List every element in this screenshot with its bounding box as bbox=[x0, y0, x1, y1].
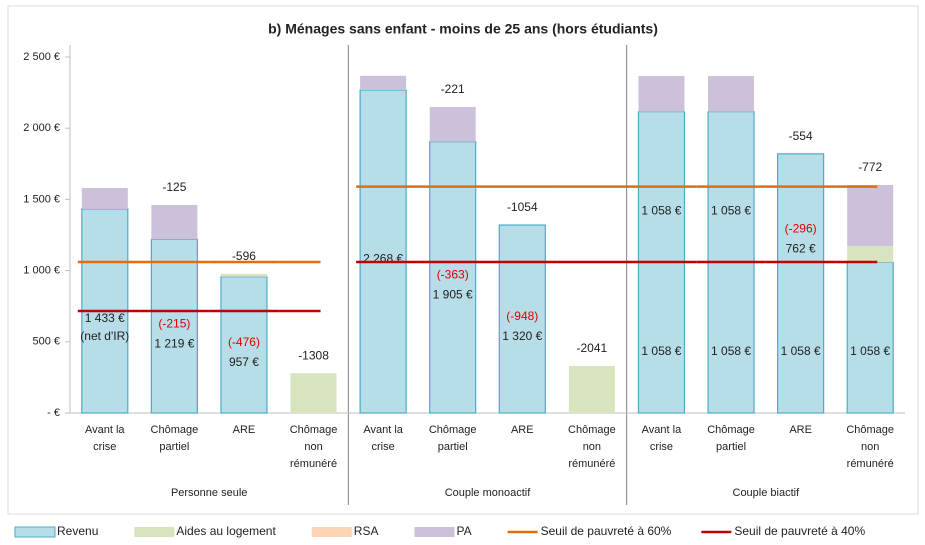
bar-segment bbox=[777, 153, 825, 414]
loss-label: (-363) bbox=[437, 268, 469, 282]
y-tick-label: 1 500 € bbox=[23, 193, 60, 205]
legend-swatch bbox=[134, 527, 175, 537]
amount-label: 1 058 € bbox=[641, 203, 681, 217]
x-tick-label: Chômage partiel bbox=[151, 424, 199, 453]
bar-segment bbox=[708, 76, 755, 112]
y-tick-label: 500 € bbox=[32, 336, 60, 348]
chart-frame bbox=[7, 5, 919, 515]
legend-label: Seuil de pauvreté à 40% bbox=[734, 524, 865, 538]
x-tick-label: ARE bbox=[233, 424, 256, 436]
bar-segment bbox=[638, 76, 685, 112]
group-label: Couple biactif bbox=[733, 487, 801, 499]
bar-segment bbox=[150, 238, 198, 414]
loss-label: (-296) bbox=[785, 222, 817, 236]
legend-label: RSA bbox=[354, 524, 379, 538]
bar-segment bbox=[220, 276, 268, 414]
diff-label: -125 bbox=[162, 180, 186, 194]
lower-label: 1 058 € bbox=[711, 344, 751, 358]
bar-segment bbox=[359, 89, 407, 414]
group-label: Couple monoactif bbox=[445, 487, 532, 499]
bar-segment bbox=[429, 106, 476, 142]
group-label: Personne seule bbox=[171, 487, 247, 499]
diff-label: -554 bbox=[789, 129, 813, 143]
y-tick-label: 1 000 € bbox=[23, 265, 60, 277]
legend-label: Seuil de pauvreté à 60% bbox=[541, 524, 672, 538]
lower-label: 1 058 € bbox=[781, 344, 821, 358]
x-tick-label: ARE bbox=[789, 424, 812, 436]
x-tick-label: Chômage non rémunéré bbox=[846, 424, 894, 470]
amount-label: 1 219 € bbox=[154, 336, 194, 350]
y-tick-label: - € bbox=[47, 407, 60, 419]
chart-title: b) Ménages sans enfant - moins de 25 ans… bbox=[268, 21, 658, 37]
legend-swatch bbox=[14, 526, 56, 538]
bar-segment bbox=[360, 75, 407, 91]
amount-label: 1 058 € bbox=[711, 203, 751, 217]
bar-segment bbox=[290, 373, 337, 413]
diff-label: -2041 bbox=[577, 341, 608, 355]
lower-label: 1 058 € bbox=[641, 344, 681, 358]
legend-label: Aides au logement bbox=[176, 524, 276, 538]
amount-label: 2 268 € bbox=[363, 252, 403, 266]
x-tick-label: Avant la crise bbox=[642, 424, 682, 453]
amount-label: 1 320 € bbox=[502, 329, 542, 343]
diff-label: -221 bbox=[441, 82, 465, 96]
loss-label: (-215) bbox=[158, 316, 190, 330]
diff-label: -596 bbox=[232, 249, 256, 263]
lower-label: 1 058 € bbox=[850, 344, 890, 358]
legend-swatch bbox=[414, 527, 455, 537]
x-tick-label: Chômage partiel bbox=[707, 424, 755, 453]
diff-label: -1308 bbox=[298, 348, 329, 362]
loss-label: (-948) bbox=[506, 309, 538, 323]
x-tick-label: ARE bbox=[511, 424, 534, 436]
amount-label: 762 € bbox=[786, 242, 816, 256]
x-tick-label: Avant la crise bbox=[85, 424, 125, 453]
y-tick-label: 2 000 € bbox=[23, 122, 60, 134]
y-tick-label: 2 500 € bbox=[23, 51, 60, 63]
bar-segment bbox=[151, 204, 198, 240]
x-tick-label: Chômage non rémunéré bbox=[290, 424, 338, 470]
bar-segment bbox=[846, 261, 894, 414]
bar-segment bbox=[568, 366, 615, 413]
bar-segment bbox=[847, 245, 894, 263]
x-tick-label: Chômage non rémunéré bbox=[568, 424, 616, 470]
bar-segment bbox=[220, 273, 267, 277]
legend-label: PA bbox=[456, 524, 471, 538]
x-tick-label: Chômage partiel bbox=[429, 424, 477, 453]
amount-note: (net d'IR) bbox=[80, 329, 129, 343]
amount-label: 1 433 € bbox=[85, 311, 125, 325]
diff-label: -1054 bbox=[507, 200, 538, 214]
amount-label: 957 € bbox=[229, 355, 259, 369]
amount-label: 1 905 € bbox=[433, 288, 473, 302]
x-tick-label: Avant la crise bbox=[363, 424, 403, 453]
bar-segment bbox=[498, 224, 546, 414]
legend-swatch bbox=[311, 527, 352, 537]
bar-segment bbox=[847, 185, 894, 246]
diff-label: -772 bbox=[858, 160, 882, 174]
loss-label: (-476) bbox=[228, 335, 260, 349]
legend-label: Revenu bbox=[57, 524, 98, 538]
bar-segment bbox=[81, 188, 128, 209]
